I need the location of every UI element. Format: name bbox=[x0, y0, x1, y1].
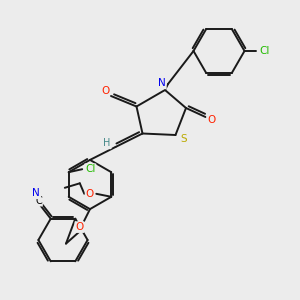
Text: Cl: Cl bbox=[85, 164, 95, 174]
Text: O: O bbox=[85, 189, 94, 199]
Text: O: O bbox=[101, 86, 109, 97]
Text: Cl: Cl bbox=[260, 46, 270, 56]
Text: N: N bbox=[158, 78, 166, 88]
Text: O: O bbox=[75, 222, 84, 232]
Text: N: N bbox=[32, 188, 40, 198]
Text: O: O bbox=[207, 115, 216, 125]
Text: C: C bbox=[35, 196, 42, 206]
Text: S: S bbox=[181, 134, 187, 145]
Text: H: H bbox=[103, 138, 111, 148]
